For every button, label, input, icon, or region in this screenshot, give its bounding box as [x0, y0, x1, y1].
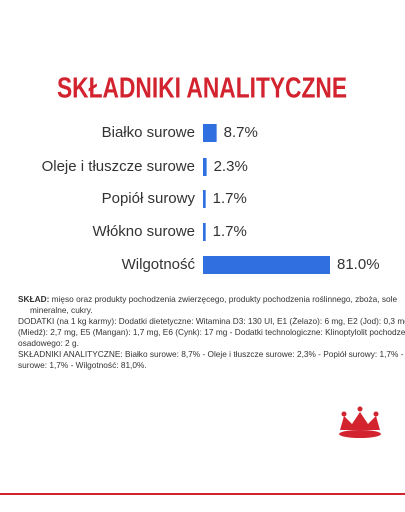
value-label: 1.7%	[213, 190, 247, 207]
chart-title: SKŁADNIKI ANALITYCZNE	[57, 73, 347, 105]
bar	[203, 190, 206, 208]
composition-label: SKŁAD:	[18, 294, 50, 304]
composition-line: osadowego: 2 g.	[18, 338, 79, 348]
category-label: Popiół surowy	[102, 190, 196, 207]
value-label: 2.3%	[214, 158, 248, 175]
composition-line: (Miedź): 2,7 mg, E5 (Mangan): 1,7 mg, E6…	[18, 327, 405, 337]
value-label: 81.0%	[337, 256, 380, 273]
bar	[203, 158, 207, 176]
category-label: Wilgotność	[122, 256, 196, 273]
composition-line: DODATKI (na 1 kg karmy): Dodatki dietety…	[18, 316, 405, 326]
category-label: Oleje i tłuszcze surowe	[42, 158, 195, 175]
bar	[203, 124, 217, 142]
composition: SKŁAD: mięso oraz produkty pochodzenia z…	[18, 294, 405, 371]
composition-line: SKŁADNIKI ANALITYCZNE: Białko surowe: 8,…	[18, 349, 405, 359]
bar	[203, 256, 330, 274]
composition-line: SKŁAD: mięso oraz produkty pochodzenia z…	[18, 294, 397, 305]
logo	[339, 406, 381, 438]
category-label: Białko surowe	[102, 124, 195, 141]
value-label: 1.7%	[213, 223, 247, 240]
category-label: Włókno surowe	[92, 223, 195, 240]
composition-text: mięso oraz produkty pochodzenia zwierzęc…	[51, 294, 398, 304]
composition-line: surowe: 1,7% - Wilgotność: 81,0%.	[18, 360, 147, 370]
composition-line: mineralne, cukry.	[30, 305, 93, 315]
bar	[203, 223, 206, 241]
value-label: 8.7%	[224, 124, 258, 141]
